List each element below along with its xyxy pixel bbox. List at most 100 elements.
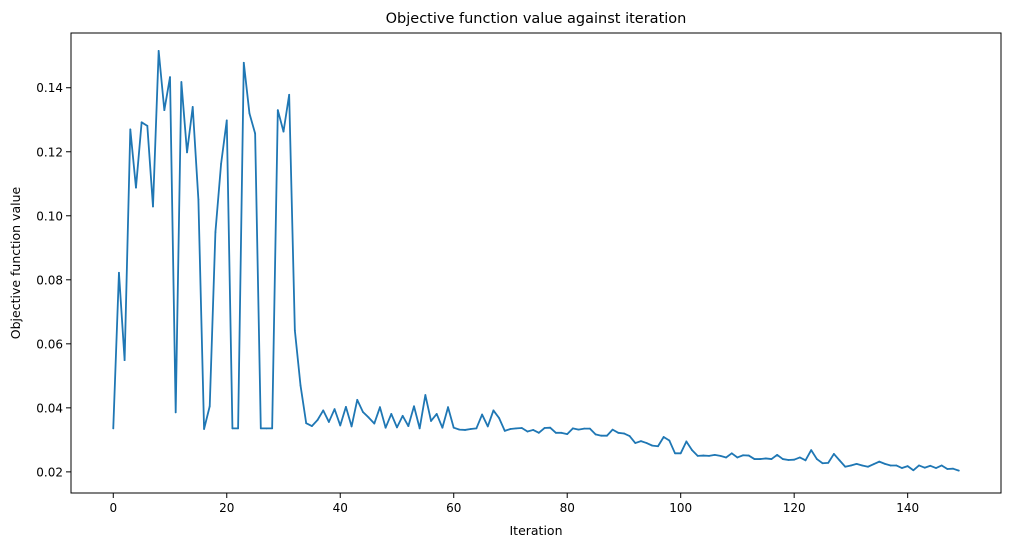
data-point <box>606 434 608 437</box>
data-point <box>838 459 841 462</box>
data-point <box>867 465 869 468</box>
data-point <box>214 231 217 234</box>
data-point <box>770 458 773 460</box>
data-point <box>288 93 291 96</box>
data-point <box>583 427 586 430</box>
data-point <box>418 427 421 430</box>
data-point <box>509 428 512 430</box>
data-point <box>441 426 444 429</box>
data-point <box>492 409 495 412</box>
data-point <box>957 469 960 472</box>
data-point <box>186 151 188 154</box>
data-point <box>719 454 722 457</box>
data-point <box>180 81 183 83</box>
data-point <box>634 442 637 444</box>
data-point <box>231 427 234 430</box>
data-point <box>764 457 767 460</box>
data-point <box>220 163 222 165</box>
objective-series-line <box>112 50 960 472</box>
data-point <box>118 271 120 274</box>
data-point <box>191 106 194 108</box>
data-point <box>628 435 631 437</box>
x-tick-label: 60 <box>446 501 461 515</box>
data-point <box>895 464 898 467</box>
data-point <box>140 121 143 124</box>
data-point <box>129 128 132 131</box>
data-point <box>753 458 756 460</box>
data-point <box>333 408 336 411</box>
data-point <box>793 458 796 461</box>
y-tick-label: 0.02 <box>36 465 63 479</box>
data-point <box>299 384 302 387</box>
y-tick-label: 0.12 <box>36 145 63 159</box>
data-point <box>373 422 376 425</box>
data-point <box>571 427 574 430</box>
data-point <box>906 465 909 468</box>
data-point <box>271 427 274 430</box>
data-point <box>486 425 489 428</box>
data-point <box>640 440 642 443</box>
data-point <box>452 426 455 429</box>
data-point <box>157 50 160 52</box>
data-point <box>430 420 432 422</box>
data-point <box>798 456 801 459</box>
data-point <box>912 469 915 472</box>
data-point <box>691 449 693 452</box>
data-point <box>918 464 920 467</box>
data-point <box>515 427 518 430</box>
data-point <box>407 425 410 427</box>
data-point <box>384 426 387 429</box>
y-tick-label: 0.14 <box>36 81 63 95</box>
data-point <box>815 458 818 460</box>
data-point <box>821 462 824 465</box>
data-point <box>776 454 779 456</box>
data-point <box>884 462 886 465</box>
data-point <box>464 429 466 431</box>
data-point <box>617 431 620 434</box>
data-point <box>458 428 461 431</box>
data-point <box>350 425 353 428</box>
data-point <box>367 416 370 419</box>
x-tick-label: 100 <box>669 501 692 515</box>
data-point <box>872 463 875 466</box>
data-point <box>135 186 137 189</box>
x-axis: 0 20 40 60 80 100 120 140 <box>109 493 919 515</box>
data-point <box>401 414 404 417</box>
data-point <box>356 398 359 401</box>
data-point <box>203 428 205 430</box>
data-point <box>345 405 347 408</box>
data-point <box>112 427 115 430</box>
y-tick-label: 0.10 <box>36 209 63 223</box>
data-point <box>305 422 308 425</box>
y-tick-label: 0.06 <box>36 337 63 351</box>
y-tick-label: 0.08 <box>36 273 63 287</box>
data-point <box>532 429 535 431</box>
data-point <box>844 465 847 468</box>
data-point <box>668 439 671 442</box>
data-point <box>293 329 296 332</box>
data-point <box>861 464 864 467</box>
plot-area-frame <box>70 32 1002 494</box>
data-point <box>679 452 682 455</box>
data-point <box>498 417 501 419</box>
data-point <box>169 76 171 79</box>
data-point <box>276 109 279 112</box>
data-point <box>787 459 790 461</box>
data-point <box>225 119 228 122</box>
data-point <box>889 464 892 467</box>
data-point <box>657 445 659 448</box>
data-point <box>174 411 177 414</box>
data-point <box>589 427 591 430</box>
data-point <box>747 454 750 457</box>
data-point <box>827 462 830 464</box>
data-point <box>396 426 398 429</box>
data-point <box>804 459 807 462</box>
data-point <box>254 132 257 135</box>
y-tick-label: 0.04 <box>36 401 63 415</box>
data-point <box>810 449 813 452</box>
data-point <box>322 409 325 412</box>
data-point <box>310 425 313 427</box>
data-point <box>379 406 381 409</box>
data-point <box>594 433 597 436</box>
